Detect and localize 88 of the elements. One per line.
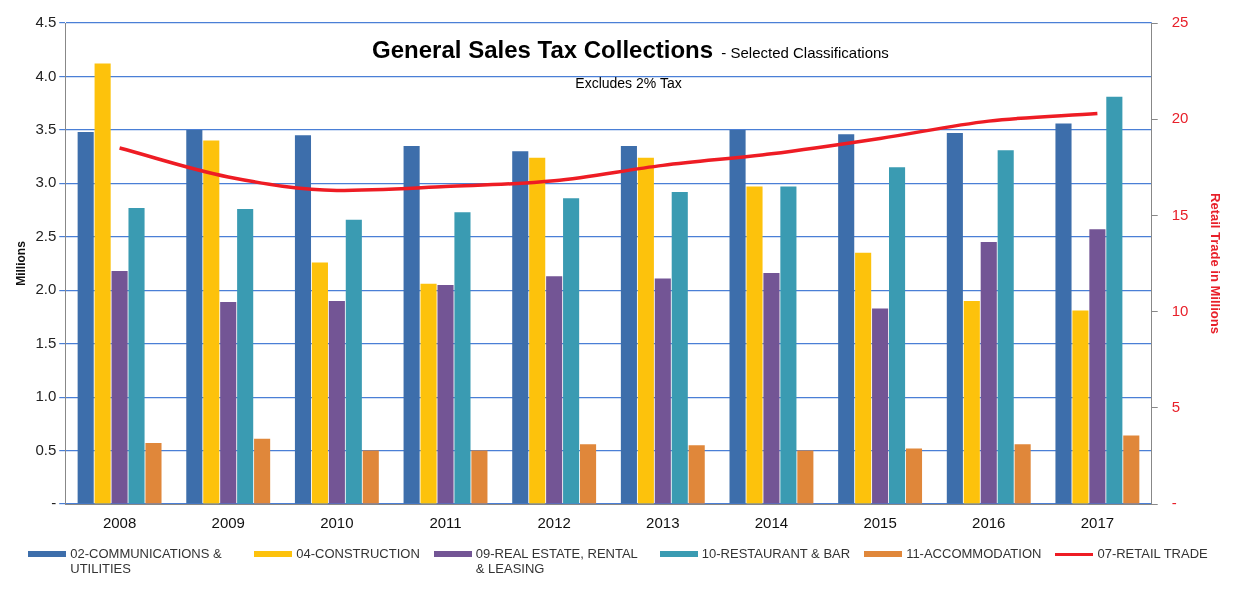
x-tick-label: 2016 bbox=[972, 514, 1006, 532]
bar bbox=[420, 283, 437, 504]
legend-label: 04-CONSTRUCTION bbox=[296, 546, 420, 561]
x-tick-label: 2008 bbox=[102, 514, 137, 532]
y2-tick-label: 5 bbox=[1171, 397, 1181, 415]
y2-tick-label: 10 bbox=[1171, 301, 1189, 319]
y2-tick-label: - bbox=[1171, 494, 1177, 512]
bar bbox=[637, 157, 654, 504]
bar bbox=[203, 140, 220, 504]
bar bbox=[471, 450, 488, 504]
bar bbox=[362, 450, 379, 504]
bar bbox=[546, 276, 563, 504]
bar bbox=[1014, 444, 1031, 504]
y2-axis-title: Retail Trade in Millions bbox=[1207, 193, 1223, 334]
bar bbox=[838, 134, 855, 504]
bar bbox=[403, 145, 420, 504]
bar bbox=[780, 186, 797, 504]
y2-tick-label: 25 bbox=[1171, 13, 1189, 31]
bar bbox=[963, 300, 980, 504]
bar bbox=[311, 262, 328, 504]
bar bbox=[111, 270, 128, 504]
x-tick-label: 2012 bbox=[537, 514, 571, 532]
bar bbox=[1123, 435, 1140, 504]
bar bbox=[654, 278, 671, 504]
x-tick-label: 2013 bbox=[646, 514, 680, 532]
bar bbox=[94, 63, 111, 504]
y-tick-label: 4.5 bbox=[35, 13, 57, 31]
bar bbox=[872, 308, 889, 504]
y-tick-label: 2.0 bbox=[35, 280, 57, 298]
bar bbox=[294, 135, 312, 504]
legend-label: 09-REAL ESTATE, RENTAL & LEASING bbox=[475, 546, 639, 576]
bar bbox=[454, 212, 471, 504]
y-tick-label: 4.0 bbox=[35, 66, 57, 84]
bar bbox=[254, 438, 271, 504]
annotation: Excludes 2% Tax bbox=[575, 75, 682, 91]
bar bbox=[77, 132, 94, 504]
bar bbox=[620, 145, 637, 504]
bar bbox=[1106, 96, 1123, 504]
y-tick-label: 3.5 bbox=[35, 120, 57, 138]
x-tick-label: 2010 bbox=[320, 514, 354, 532]
line-series bbox=[117, 111, 1100, 193]
bar bbox=[997, 150, 1014, 504]
bar bbox=[855, 252, 872, 504]
bar bbox=[220, 301, 237, 504]
legend-label: 07-RETAIL TRADE bbox=[1097, 546, 1208, 561]
bar bbox=[889, 167, 906, 504]
bar bbox=[688, 445, 705, 504]
bar bbox=[529, 157, 546, 504]
bar bbox=[905, 448, 923, 504]
x-tick-label: 2011 bbox=[429, 514, 462, 532]
bar bbox=[437, 284, 454, 504]
y2-tick-label: 15 bbox=[1171, 205, 1189, 223]
legend-label: 02-COMMUNICATIONS & UTILITIES bbox=[70, 546, 223, 576]
y-tick-label: - bbox=[51, 494, 57, 512]
bar bbox=[328, 300, 345, 504]
bar bbox=[946, 133, 963, 504]
legend-label: 11-ACCOMMODATION bbox=[906, 546, 1042, 561]
text: - Selected Classifications bbox=[717, 44, 889, 61]
x-tick-label: 2009 bbox=[211, 514, 245, 532]
bar bbox=[563, 198, 580, 504]
bar bbox=[237, 208, 254, 504]
y-tick-label: 1.0 bbox=[35, 387, 57, 405]
text: General Sales Tax Collections bbox=[372, 36, 714, 63]
bar bbox=[128, 207, 145, 504]
bar bbox=[145, 443, 162, 504]
x-tick-label: 2015 bbox=[863, 514, 897, 532]
bar bbox=[746, 186, 763, 504]
bar bbox=[345, 219, 362, 504]
y-tick-label: 3.0 bbox=[35, 173, 57, 191]
bar bbox=[1072, 310, 1089, 504]
bar bbox=[797, 450, 814, 504]
bar bbox=[671, 191, 688, 504]
x-tick-label: 2017 bbox=[1080, 514, 1115, 532]
bar bbox=[186, 129, 203, 504]
y-axis-title: Millions bbox=[13, 240, 28, 286]
bar bbox=[1055, 123, 1072, 504]
legend-label: 10-RESTAURANT & BAR bbox=[701, 546, 851, 561]
bar bbox=[512, 151, 529, 504]
bar bbox=[763, 273, 780, 504]
bar bbox=[729, 129, 746, 504]
y-tick-label: 0.5 bbox=[35, 440, 57, 458]
y-tick-label: 2.5 bbox=[35, 226, 57, 244]
x-tick-label: 2014 bbox=[754, 514, 789, 532]
bar bbox=[980, 242, 997, 504]
bar bbox=[1089, 229, 1106, 504]
y2-tick-label: 20 bbox=[1171, 109, 1189, 127]
bar bbox=[580, 444, 597, 504]
y-tick-label: 1.5 bbox=[35, 333, 57, 351]
